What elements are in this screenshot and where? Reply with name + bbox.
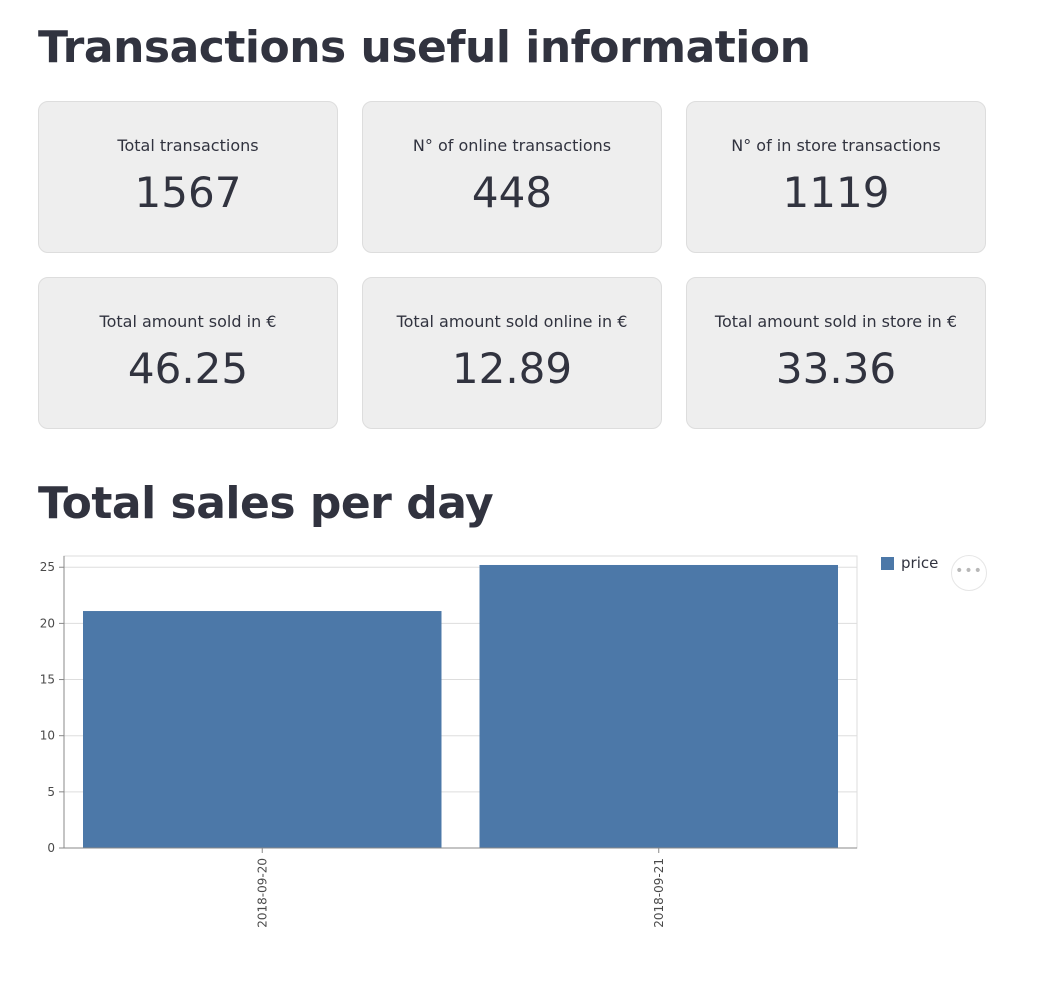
metric-card-total-amount: Total amount sold in € 46.25 bbox=[38, 277, 338, 429]
metric-card-in-store-amount: Total amount sold in store in € 33.36 bbox=[686, 277, 986, 429]
metric-card-online-transactions: N° of online transactions 448 bbox=[362, 101, 662, 253]
metric-label: N° of in store transactions bbox=[731, 136, 941, 155]
metric-label: Total amount sold online in € bbox=[396, 312, 628, 331]
x-tick-label: 2018-09-20 bbox=[255, 858, 269, 928]
metric-label: Total transactions bbox=[117, 136, 259, 155]
y-tick-label: 5 bbox=[47, 785, 55, 799]
y-tick-label: 15 bbox=[40, 673, 55, 687]
bar-2018-09-21 bbox=[479, 564, 838, 848]
metric-value: 12.89 bbox=[451, 344, 573, 393]
metric-card-total-transactions: Total transactions 1567 bbox=[38, 101, 338, 253]
chart-legend: price bbox=[881, 554, 939, 572]
y-tick-label: 0 bbox=[47, 841, 55, 855]
x-tick-label: 2018-09-21 bbox=[652, 858, 666, 928]
metric-value: 33.36 bbox=[775, 344, 897, 393]
metric-label: Total amount sold in € bbox=[99, 312, 277, 331]
chart-more-options-button[interactable]: ••• bbox=[951, 555, 987, 591]
metric-card-in-store-transactions: N° of in store transactions 1119 bbox=[686, 101, 986, 253]
metric-label: N° of online transactions bbox=[412, 136, 612, 155]
chart-section-title: Total sales per day bbox=[38, 478, 494, 529]
y-tick-label: 25 bbox=[40, 560, 55, 574]
legend-label: price bbox=[901, 554, 939, 572]
y-tick-label: 10 bbox=[40, 729, 55, 743]
metric-label: Total amount sold in store in € bbox=[714, 312, 958, 331]
y-tick-label: 20 bbox=[40, 616, 55, 630]
metric-value: 1119 bbox=[782, 168, 890, 217]
metric-value: 1567 bbox=[134, 168, 242, 217]
more-horizontal-icon: ••• bbox=[955, 563, 983, 579]
metric-value: 46.25 bbox=[127, 344, 249, 393]
metric-value: 448 bbox=[471, 168, 553, 217]
bar-2018-09-20 bbox=[83, 611, 442, 848]
metric-card-online-amount: Total amount sold online in € 12.89 bbox=[362, 277, 662, 429]
page-title: Transactions useful information bbox=[38, 22, 811, 73]
legend-swatch bbox=[881, 556, 894, 570]
